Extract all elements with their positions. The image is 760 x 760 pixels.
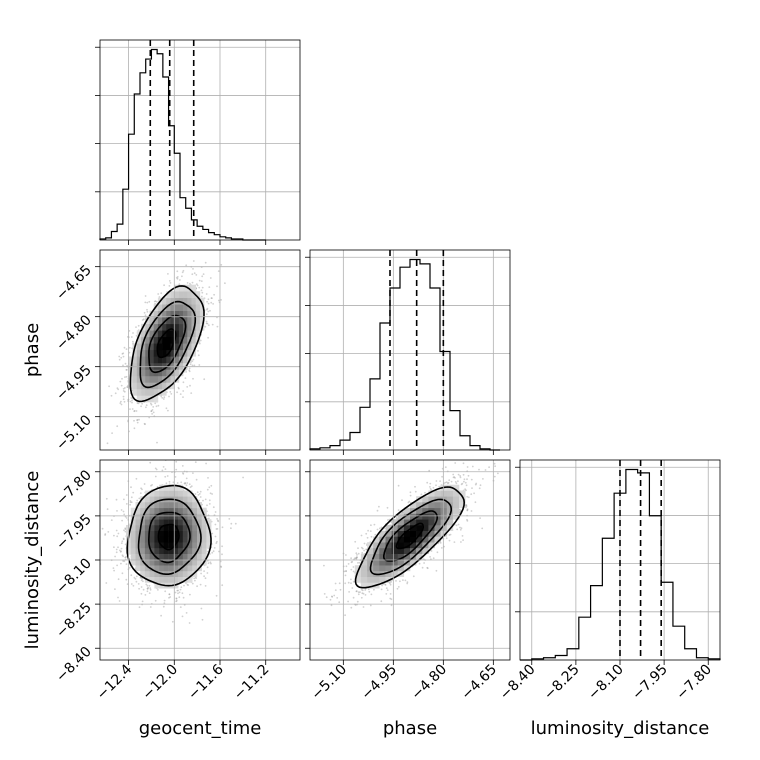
scatter-panel-geocent_time-luminosity_distance: −12.4 −12.0 −11.6 −11.2 −8.40−8.25−8.10−7.95… (53, 459, 301, 704)
x-tick-label-phase: −5.10 (309, 662, 351, 704)
scatter-geocent_time-luminosity_distance-frame (99, 459, 301, 661)
y-tick-label-luminosity_distance: −8.25 (53, 600, 95, 642)
hist-panel-phase (305, 249, 511, 455)
y-tick-label-phase: −4.80 (53, 312, 95, 354)
x-axis-label-luminosity_distance: luminosity_distance (531, 718, 710, 739)
x-tick-label-luminosity_distance: −7.80 (673, 662, 715, 704)
contour-level-3 (369, 498, 452, 576)
corner-panels: −8.40 −8.25 −8.10 −7.95 −7.80−5.10−4.95−4.80… (22, 39, 721, 739)
hist-panel-geocent_time (95, 39, 301, 245)
scatter-geocent_time-phase-frame (99, 249, 301, 451)
x-tick-label-phase: −4.65 (459, 662, 501, 704)
contour-level-2 (147, 511, 191, 564)
hist-geocent_time-frame (99, 39, 301, 241)
scatter-panel-geocent_time-phase: −5.10 −4.95 −4.80 −4.65 (53, 249, 301, 455)
contour-level-4 (354, 486, 466, 589)
contour-level-3 (137, 498, 202, 575)
y-tick-label-luminosity_distance: −8.10 (53, 556, 95, 598)
scatter-phase-luminosity_distance-frame (309, 459, 511, 661)
hist-luminosity_distance-frame (519, 459, 721, 661)
x-tick-label-luminosity_distance: −8.25 (541, 662, 583, 704)
contour-level-2 (148, 314, 187, 374)
y-tick-label-luminosity_distance: −8.40 (53, 644, 95, 686)
contour-level-1 (395, 522, 424, 550)
contour-level-1 (157, 523, 180, 551)
x-tick-label-phase: −4.80 (409, 662, 451, 704)
panel-content (100, 460, 245, 624)
x-tick-label-geocent_time: −12.0 (139, 662, 181, 704)
panel-content (106, 260, 226, 445)
histogram-geocent_time (99, 48, 266, 241)
x-tick-label-geocent_time: −11.2 (231, 662, 273, 704)
contour-level-4 (129, 285, 205, 403)
x-axis-label-geocent_time: geocent_time (139, 718, 262, 739)
y-axis-label-phase: phase (22, 323, 43, 377)
x-tick-label-luminosity_distance: −7.95 (629, 662, 671, 704)
y-tick-label-phase: −4.95 (53, 362, 95, 404)
y-axis-label-luminosity_distance: luminosity_distance (22, 471, 43, 650)
y-tick-label-luminosity_distance: −7.95 (53, 511, 95, 553)
histogram-phase (309, 258, 500, 451)
hist-phase-frame (309, 249, 511, 451)
x-tick-label-geocent_time: −11.6 (185, 661, 227, 703)
y-tick-label-phase: −5.10 (53, 412, 95, 454)
panel-content (323, 462, 499, 617)
x-tick-label-luminosity_distance: −8.40 (497, 662, 539, 704)
x-tick-label-luminosity_distance: −8.10 (585, 662, 627, 704)
contour-level-1 (156, 328, 177, 359)
x-axis-label-phase: phase (383, 718, 437, 739)
density-grid (128, 284, 205, 403)
y-tick-label-luminosity_distance: −7.80 (53, 467, 95, 509)
x-tick-label-geocent_time: −12.4 (94, 661, 136, 703)
hist-panel-luminosity_distance: −8.40 −8.25 −8.10 −7.95 −7.80 (497, 459, 721, 704)
x-tick-label-phase: −4.95 (359, 662, 401, 704)
scatter-panel-phase-luminosity_distance: −5.10 −4.95 −4.80 −4.65 (305, 459, 511, 704)
y-tick-label-phase: −4.65 (53, 262, 95, 304)
contour-level-2 (383, 510, 438, 562)
contour-level-3 (139, 300, 197, 389)
histogram-luminosity_distance (520, 468, 721, 661)
